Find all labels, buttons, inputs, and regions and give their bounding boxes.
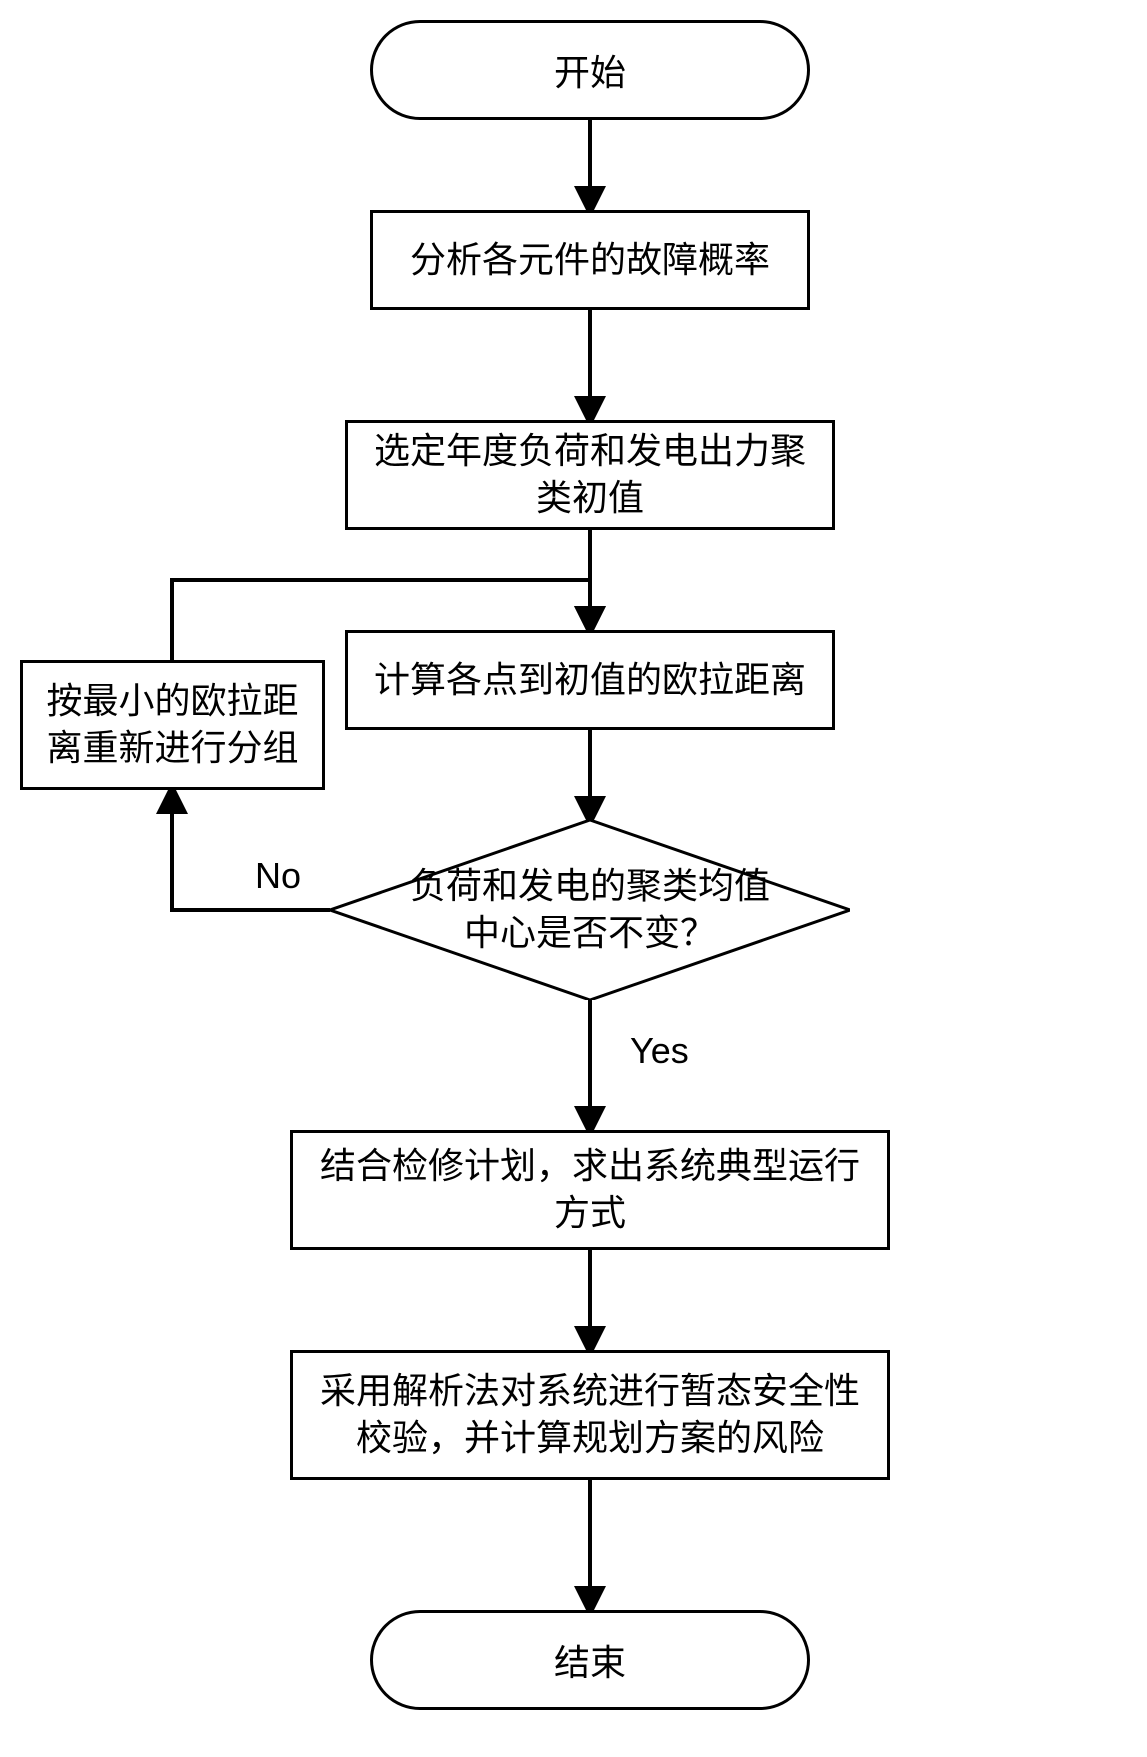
node-p4-label: 结合检修计划，求出系统典型运行方式 <box>313 1143 867 1237</box>
node-decision-cluster-stable: 负荷和发电的聚类均值中心是否不变？ <box>330 820 850 1000</box>
node-compute-euler-distance: 计算各点到初值的欧拉距离 <box>345 630 835 730</box>
node-p2-label: 选定年度负荷和发电出力聚类初值 <box>368 428 812 522</box>
node-regroup-min-distance: 按最小的欧拉距离重新进行分组 <box>20 660 325 790</box>
node-p3-label: 计算各点到初值的欧拉距离 <box>374 657 806 704</box>
node-ploop-label: 按最小的欧拉距离重新进行分组 <box>33 678 312 772</box>
flowchart-canvas: 开始 分析各元件的故障概率 选定年度负荷和发电出力聚类初值 计算各点到初值的欧拉… <box>0 0 1147 1757</box>
node-p5-label: 采用解析法对系统进行暂态安全性校验，并计算规划方案的风险 <box>313 1368 867 1462</box>
edge-label-no: No <box>255 855 301 897</box>
node-start-label: 开始 <box>554 44 626 96</box>
node-select-initial-cluster: 选定年度负荷和发电出力聚类初值 <box>345 420 835 530</box>
node-analyze-failure-prob: 分析各元件的故障概率 <box>370 210 810 310</box>
node-end: 结束 <box>370 1610 810 1710</box>
node-typical-operating-mode: 结合检修计划，求出系统典型运行方式 <box>290 1130 890 1250</box>
edge-label-yes: Yes <box>630 1030 689 1072</box>
node-d1-label: 负荷和发电的聚类均值中心是否不变？ <box>410 863 770 957</box>
node-p1-label: 分析各元件的故障概率 <box>410 237 770 284</box>
node-start: 开始 <box>370 20 810 120</box>
node-transient-security-check: 采用解析法对系统进行暂态安全性校验，并计算规划方案的风险 <box>290 1350 890 1480</box>
node-end-label: 结束 <box>554 1634 626 1686</box>
